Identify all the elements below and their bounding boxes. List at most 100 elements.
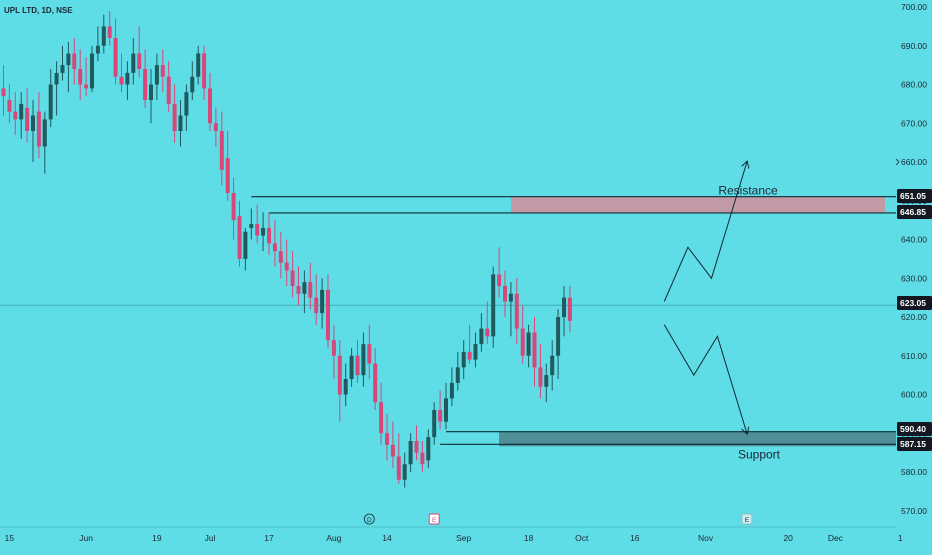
candle[interactable] — [467, 324, 472, 364]
candle[interactable] — [84, 57, 89, 97]
candle[interactable] — [367, 324, 372, 379]
earnings-marker[interactable]: E — [428, 513, 440, 525]
candle[interactable] — [550, 340, 555, 391]
candle[interactable] — [343, 363, 348, 407]
candle[interactable] — [119, 53, 124, 93]
candle[interactable] — [219, 111, 224, 186]
candle[interactable] — [432, 402, 437, 445]
candle[interactable] — [249, 208, 254, 240]
candle[interactable] — [396, 433, 401, 484]
candle[interactable] — [390, 421, 395, 469]
candle[interactable] — [373, 348, 378, 410]
candle[interactable] — [143, 49, 148, 108]
candle[interactable] — [101, 14, 106, 54]
candle[interactable] — [508, 282, 513, 337]
candle[interactable] — [544, 363, 549, 403]
candle[interactable] — [349, 348, 354, 387]
candle[interactable] — [385, 413, 389, 461]
candle[interactable] — [503, 270, 507, 318]
candle[interactable] — [243, 227, 248, 271]
candle[interactable] — [379, 382, 384, 445]
candle[interactable] — [90, 45, 94, 93]
candle[interactable] — [267, 212, 271, 255]
candle[interactable] — [36, 92, 41, 159]
candle[interactable] — [408, 433, 413, 472]
candle[interactable] — [255, 204, 260, 244]
candle[interactable] — [178, 100, 183, 147]
candle[interactable] — [66, 41, 71, 93]
candle[interactable] — [426, 429, 431, 469]
candle[interactable] — [107, 10, 112, 46]
candle[interactable] — [479, 313, 484, 352]
dividend-marker[interactable]: D — [363, 513, 375, 525]
candle[interactable] — [95, 26, 100, 62]
candle[interactable] — [337, 340, 342, 422]
candle[interactable] — [172, 84, 177, 143]
candle[interactable] — [213, 107, 218, 147]
candle[interactable] — [444, 382, 448, 430]
candle[interactable] — [13, 92, 18, 135]
candle[interactable] — [355, 340, 360, 383]
candle[interactable] — [25, 88, 30, 143]
candle[interactable] — [72, 38, 77, 85]
candle[interactable] — [556, 309, 561, 379]
candle[interactable] — [19, 92, 24, 139]
candle[interactable] — [237, 200, 242, 267]
candle[interactable] — [331, 324, 336, 379]
candle[interactable] — [455, 351, 460, 391]
candle[interactable] — [438, 390, 443, 430]
candle[interactable] — [196, 45, 201, 85]
candle[interactable] — [485, 301, 490, 345]
candle[interactable] — [190, 61, 195, 100]
candle[interactable] — [538, 344, 543, 399]
candle[interactable] — [326, 274, 330, 348]
support-zone[interactable] — [499, 431, 896, 447]
candle[interactable] — [272, 220, 277, 267]
candle[interactable] — [7, 84, 12, 124]
candle[interactable] — [31, 100, 35, 162]
candle[interactable] — [461, 340, 466, 379]
candle[interactable] — [60, 45, 65, 81]
candle[interactable] — [160, 49, 165, 93]
candle[interactable] — [231, 177, 236, 240]
candle[interactable] — [449, 367, 454, 407]
candle[interactable] — [154, 53, 159, 101]
candle[interactable] — [208, 72, 212, 131]
candle[interactable] — [202, 45, 207, 100]
candle[interactable] — [278, 231, 283, 279]
candle[interactable] — [473, 332, 478, 368]
resistance-zone[interactable] — [511, 196, 885, 213]
candle[interactable] — [526, 324, 531, 368]
candle[interactable] — [42, 111, 47, 174]
candle[interactable] — [320, 278, 325, 329]
candle[interactable] — [125, 61, 130, 100]
time-axis[interactable]: 15 Jun 19 Jul 17 Aug 14 Sep 18 Oct 16 Nov 20 Dec 1 — [0, 526, 903, 543]
candle[interactable] — [308, 262, 313, 310]
candle[interactable] — [225, 131, 230, 201]
candle[interactable] — [261, 212, 266, 252]
candle[interactable] — [184, 84, 189, 132]
candle[interactable] — [48, 69, 53, 128]
candle[interactable] — [284, 239, 289, 287]
earnings-future-marker[interactable]: E — [741, 513, 753, 525]
candle[interactable] — [420, 441, 425, 472]
candle[interactable] — [532, 317, 537, 387]
candle[interactable] — [1, 65, 6, 116]
candle[interactable] — [149, 69, 153, 124]
candle[interactable] — [166, 61, 171, 112]
candle[interactable] — [514, 278, 519, 345]
candle[interactable] — [414, 425, 419, 461]
candle[interactable] — [361, 332, 366, 387]
candle[interactable] — [567, 286, 572, 333]
candle[interactable] — [314, 274, 319, 325]
candle[interactable] — [290, 251, 295, 298]
candle[interactable] — [302, 270, 307, 314]
candle[interactable] — [78, 49, 83, 100]
candle[interactable] — [520, 305, 525, 364]
candle[interactable] — [131, 38, 136, 85]
candle[interactable] — [497, 247, 502, 298]
candle[interactable] — [113, 18, 118, 85]
candle[interactable] — [54, 61, 59, 116]
